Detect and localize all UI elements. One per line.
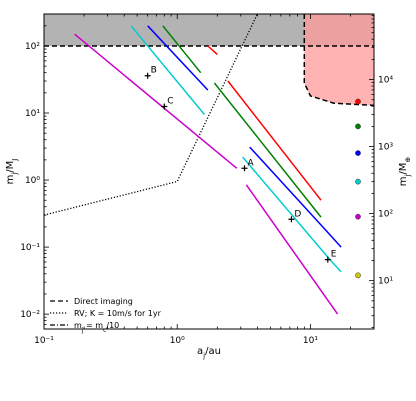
series-line-0-segment-1 [227, 80, 322, 201]
series-line-2-segment-0 [147, 25, 209, 91]
y2-tick-label: 10³ [378, 143, 393, 153]
series-line-2-segment-1 [249, 146, 342, 248]
series-line-1-segment-0 [162, 25, 202, 74]
legend: Direct imaging RV; K = 10m/s for 1yr mj = … [50, 297, 162, 334]
x-axis-ticks: 10⁻¹ 10⁰ 10¹ [34, 14, 375, 346]
region-direct-imaging [304, 14, 374, 106]
mass-dot-4 [355, 213, 361, 220]
x-axis-label: aj/au [197, 346, 221, 360]
shaded-regions [44, 14, 374, 106]
point-label-D: D [294, 209, 301, 219]
series-line-1-segment-1 [213, 82, 322, 218]
y-tick-label: 10⁻² [20, 310, 40, 320]
legend-label-dotted: RV; K = 10m/s for 1yr [74, 309, 162, 318]
point-label-E: E [331, 250, 337, 260]
axis-labels: aj/au mj/MJ mj/M⊕ [5, 157, 412, 360]
series-line-4-segment-1 [245, 184, 339, 315]
y2-tick-label: 10⁴ [378, 76, 393, 86]
series-line-3-segment-0 [130, 25, 205, 115]
y2-axis-ticks: 10¹ 10² 10³ 10⁴ [369, 15, 393, 328]
point-label-C: C [167, 97, 173, 107]
point-label-B: B [151, 66, 157, 76]
point-marker-B [144, 72, 151, 79]
mass-dot-3 [355, 178, 361, 185]
y2-axis-label: mj/M⊕ [398, 157, 412, 187]
point-marker-D [288, 216, 295, 223]
point-marker-A [241, 165, 248, 172]
mass-dot-1 [355, 123, 361, 130]
series-line-0-segment-0 [207, 45, 218, 55]
point-label-A: A [248, 158, 255, 168]
y-axis-ticks: 10⁻² 10⁻¹ 10⁰ 10¹ 10² [20, 13, 49, 330]
reference-line-dotted [44, 14, 258, 216]
x-tick-label: 10¹ [303, 336, 318, 346]
point-marker-E [324, 256, 331, 263]
y-tick-label: 10¹ [25, 109, 40, 119]
legend-label-dashdot: mj = mc/10 [74, 321, 119, 334]
series-line-4-segment-0 [74, 33, 238, 169]
y2-tick-label: 10² [378, 210, 393, 220]
mass-dot-2 [355, 150, 361, 156]
y-axis-label: mj/MJ [5, 159, 19, 185]
plot-frame [43, 13, 375, 330]
x-tick-label: 10⁻¹ [34, 336, 54, 346]
point-marker-C [161, 103, 168, 110]
y-tick-label: 10² [25, 42, 40, 52]
legend-label-dashed: Direct imaging [74, 297, 133, 306]
y-tick-label: 10⁻¹ [20, 243, 40, 253]
y2-tick-label: 10¹ [378, 277, 393, 287]
mass-dot-5 [355, 272, 361, 279]
x-tick-label: 10⁰ [170, 336, 185, 346]
mass-dot-0 [355, 98, 361, 105]
mass-marker-dots [355, 98, 361, 279]
labeled-points: A B C D E [144, 66, 337, 263]
y-tick-label: 10⁰ [25, 176, 40, 186]
reference-line-dashed [303, 14, 374, 107]
series-lines [74, 25, 342, 315]
reference-lines [44, 14, 374, 216]
